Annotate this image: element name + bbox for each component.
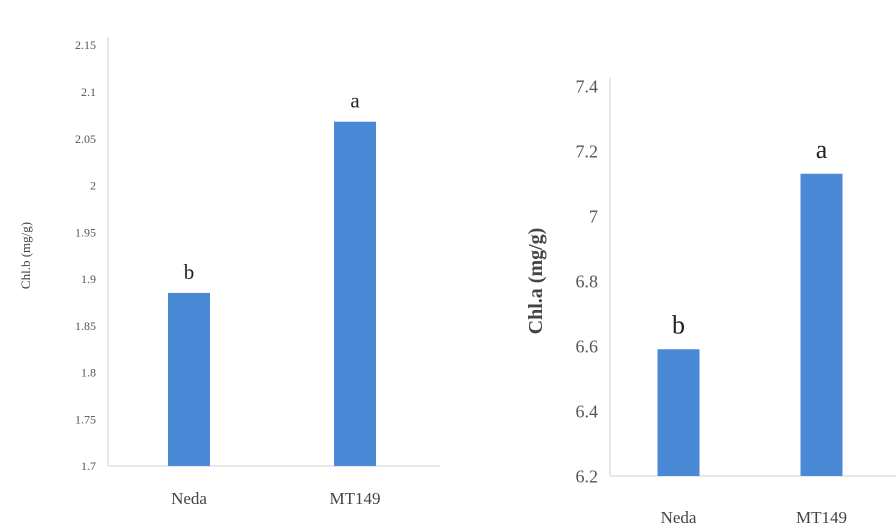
- y-axis-label: Chl.b (mg/g): [18, 222, 33, 289]
- chart-chl-b-svg: 1.7 1.75 1.8 1.85 1.9 1.95 2 2.05 2.1 2.15 Chl.b (…: [18, 37, 440, 508]
- y-tick-label: 1.7: [81, 459, 96, 473]
- y-tick-label: 2.05: [75, 132, 96, 146]
- x-tick-label: Neda: [171, 489, 207, 508]
- y-tick-label: 6.2: [576, 466, 599, 486]
- chart-chl-a-svg: 6.2 6.4 6.6 6.8 7 7.2 7.4 Chl.a (mg/g) b Neda a MT1…: [525, 76, 896, 527]
- y-tick-label: 1.9: [81, 272, 96, 286]
- y-tick-label: 6.8: [576, 271, 599, 291]
- y-tick-label: 6.6: [576, 336, 599, 356]
- y-tick-label: 2: [90, 179, 96, 193]
- y-tick-label: 7.2: [576, 141, 599, 161]
- bar-neda: [168, 292, 210, 466]
- significance-label: b: [672, 310, 685, 339]
- bar-neda: [657, 349, 700, 476]
- x-tick-label: Neda: [661, 508, 697, 527]
- significance-label: a: [816, 135, 828, 164]
- chart-chl-a: 6.2 6.4 6.6 6.8 7 7.2 7.4 Chl.a (mg/g) b Neda a MT1…: [500, 0, 896, 529]
- bar-mt149: [800, 173, 843, 476]
- y-tick-label: 7: [589, 206, 598, 226]
- x-tick-label: MT149: [796, 508, 847, 527]
- y-axis-label: Chl.a (mg/g): [525, 228, 547, 335]
- bar-mt149: [334, 121, 376, 467]
- x-tick-label: MT149: [330, 489, 381, 508]
- y-tick-label: 2.1: [81, 85, 96, 99]
- chart-chl-b: 1.7 1.75 1.8 1.85 1.9 1.95 2 2.05 2.1 2.15 Chl.b (…: [0, 0, 440, 529]
- y-tick-label: 1.8: [81, 366, 96, 380]
- y-tick-label: 1.85: [75, 319, 96, 333]
- y-tick-label: 1.95: [75, 225, 96, 239]
- y-tick-label: 6.4: [576, 401, 599, 421]
- y-tick-label: 1.75: [75, 412, 96, 426]
- significance-label: b: [184, 260, 195, 284]
- y-tick-label: 7.4: [576, 76, 599, 96]
- y-tick-label: 2.15: [75, 38, 96, 52]
- significance-label: a: [350, 89, 360, 113]
